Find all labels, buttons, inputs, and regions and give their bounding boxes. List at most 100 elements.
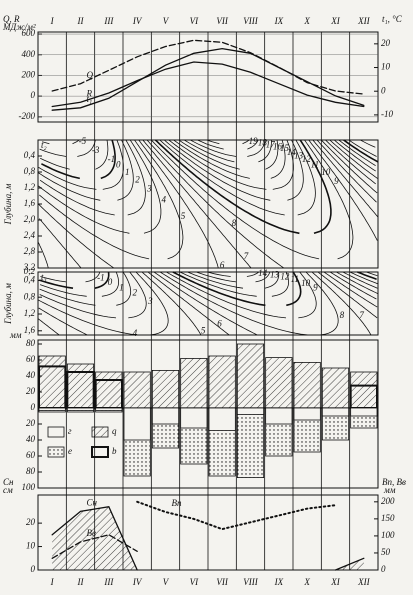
- isotherm-label: 15: [280, 143, 290, 153]
- series-label: Вв: [87, 528, 96, 538]
- series-line: [51, 61, 365, 108]
- isotherm-label: -3: [92, 145, 100, 155]
- isotherm: [38, 139, 376, 190]
- isotherm: [38, 139, 377, 269]
- bar: [321, 407, 350, 417]
- isotherm-label: 2: [133, 288, 138, 298]
- isotherm-label: 12: [280, 271, 290, 281]
- month-label: VI: [190, 577, 199, 587]
- tick-label: 0: [381, 564, 386, 574]
- y-axis-label: Глубина, м: [3, 183, 13, 225]
- isotherm-label: 3: [146, 183, 152, 193]
- isotherm: [154, 139, 332, 235]
- isotherm-label: 0: [116, 160, 121, 170]
- tick-label: 1,6: [24, 198, 36, 208]
- isotherm: [196, 271, 271, 283]
- series-label: Q: [87, 70, 94, 80]
- month-label: I: [50, 577, 55, 587]
- month-label: IV: [132, 577, 143, 587]
- tick-label: 20: [26, 386, 36, 396]
- isotherm: [173, 139, 286, 179]
- isotherm-label: 4: [162, 194, 167, 204]
- isotherm-label: 8: [340, 310, 345, 320]
- month-label: XII: [357, 16, 370, 26]
- legend-label: е: [68, 446, 72, 456]
- series-line: [51, 47, 365, 111]
- isotherm: [159, 271, 339, 336]
- legend-label: b: [112, 446, 117, 456]
- bar: [236, 407, 265, 478]
- isotherm-label: 8: [232, 218, 237, 228]
- isotherm-label: 4: [133, 328, 138, 338]
- bar: [321, 367, 350, 409]
- isotherm-label: 11: [290, 274, 298, 284]
- isotherm-label: 16: [273, 141, 283, 151]
- month-label: X: [303, 16, 310, 26]
- legend-swatch: [91, 426, 109, 438]
- isotherm-label: 6: [220, 260, 225, 270]
- y2-axis-unit: мм: [383, 485, 396, 495]
- tick-label: 50: [381, 547, 391, 557]
- isotherm: [197, 139, 259, 150]
- bar: [123, 371, 151, 409]
- tick-label: -200: [19, 111, 36, 121]
- month-label: V: [163, 577, 170, 587]
- y-axis-label: Сн: [3, 477, 14, 487]
- isotherm: [39, 271, 378, 306]
- isotherm: [38, 139, 379, 269]
- tick-label: 20: [26, 517, 36, 527]
- isotherm-label: 9: [313, 282, 318, 292]
- legend-label: г: [68, 426, 72, 436]
- tick-label: 3,2: [23, 262, 36, 272]
- tick-label: 0: [381, 85, 386, 95]
- isotherm: [179, 271, 289, 297]
- y-axis-unit: см: [3, 485, 13, 495]
- tick-label: 400: [22, 49, 36, 59]
- tick-label: 80: [26, 466, 36, 476]
- month-label: X: [303, 577, 310, 587]
- panel-label: t₂: [41, 140, 47, 150]
- month-label: VIII: [243, 577, 258, 587]
- isotherm: [163, 139, 304, 201]
- isotherm-label: 19: [249, 136, 258, 146]
- y-axis-unit: мм: [9, 330, 22, 340]
- isotherm: [38, 139, 376, 201]
- month-label: XI: [330, 16, 340, 26]
- isotherm-label: 11: [311, 160, 319, 170]
- isotherm: [38, 271, 378, 336]
- bar: [236, 407, 265, 415]
- isotherm: [39, 271, 378, 297]
- bar: [123, 407, 151, 441]
- series-label: R: [86, 88, 93, 98]
- tick-label: 200: [381, 496, 395, 506]
- bar: [180, 407, 208, 429]
- isotherm-label: 1: [125, 167, 130, 177]
- bar: [95, 371, 123, 409]
- isotherm-label: 13: [270, 270, 280, 280]
- isotherm-label: 7: [359, 310, 364, 320]
- isotherm: [40, 139, 377, 170]
- tick-label: 60: [26, 354, 36, 364]
- tick-label: 10: [381, 62, 391, 72]
- isotherm: [39, 139, 378, 216]
- isotherm-label: -5: [79, 136, 87, 146]
- isotherm: [187, 271, 280, 289]
- tick-label: 2,4: [24, 230, 36, 240]
- isotherm: [159, 139, 316, 216]
- series-label: t₁: [87, 94, 93, 104]
- tick-label: 2,8: [24, 246, 36, 256]
- isotherm-label: -1: [108, 154, 116, 164]
- tick-label: 60: [26, 450, 36, 460]
- month-label: III: [103, 16, 114, 26]
- month-label: XII: [357, 577, 370, 587]
- isotherm-label: 14: [287, 147, 297, 157]
- tick-label: 600: [22, 28, 36, 38]
- bar: [350, 371, 378, 409]
- bar: [66, 407, 95, 411]
- isotherm: [42, 139, 80, 145]
- bar: [208, 407, 236, 431]
- isotherm: [183, 139, 272, 163]
- month-label: V: [163, 16, 170, 26]
- bar: [151, 369, 180, 409]
- bar: [151, 407, 180, 425]
